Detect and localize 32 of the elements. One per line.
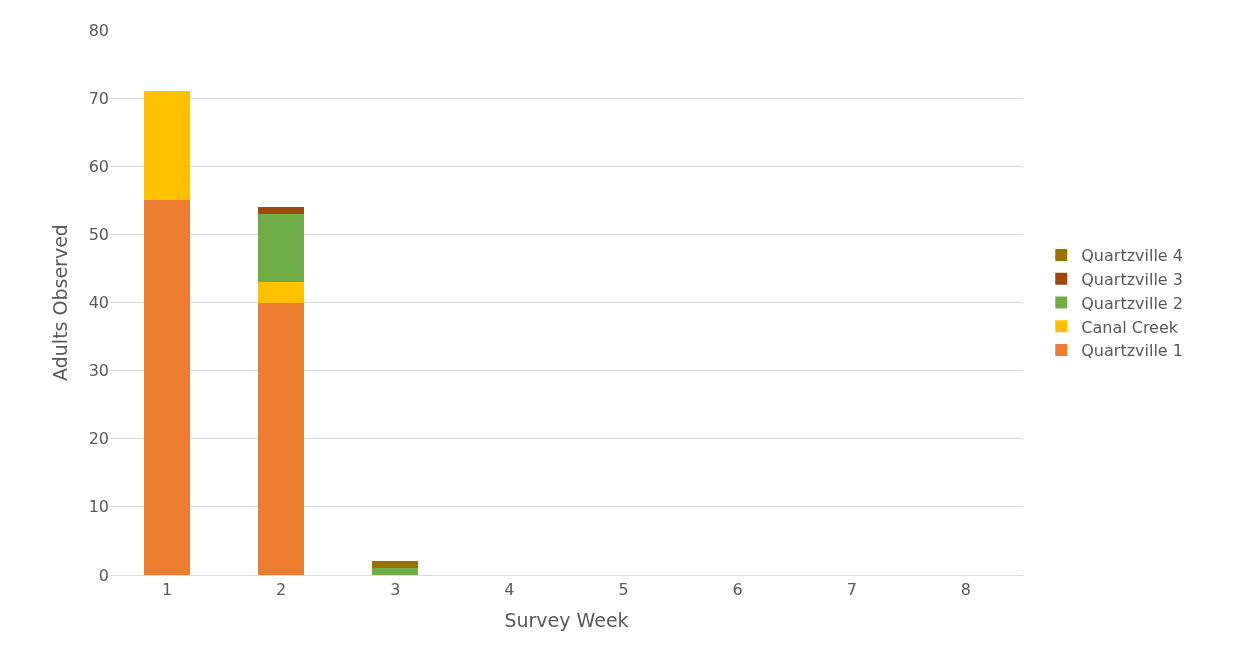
legend-label: Canal Creek: [1081, 317, 1179, 337]
bar: [144, 200, 190, 575]
bar: [258, 302, 305, 575]
legend-label: Quartzville 2: [1081, 293, 1183, 313]
y-tick-label: 10: [88, 497, 109, 517]
x-tick-label: 6: [732, 580, 743, 600]
y-tick-label: 40: [88, 293, 109, 313]
legend-label: Quartzville 1: [1081, 341, 1183, 361]
y-tick-label: 60: [88, 156, 109, 176]
bar: [144, 91, 190, 201]
y-tick-label: 50: [88, 224, 109, 244]
legend-label: Quartzville 3: [1081, 269, 1183, 289]
x-tick-label: 3: [390, 580, 401, 600]
x-tick-label: 2: [276, 580, 287, 600]
bar: [258, 213, 305, 283]
y-tick-label: 0: [98, 565, 109, 585]
bar: [372, 561, 419, 569]
y-tick-label: 20: [88, 429, 109, 449]
x-tick-label: 4: [504, 580, 515, 600]
bar: [258, 207, 305, 214]
y-tick-label: 30: [88, 361, 109, 381]
bar: [258, 282, 305, 303]
x-tick-label: 8: [960, 580, 972, 600]
x-tick-label: 7: [846, 580, 857, 600]
bar: [372, 568, 419, 575]
legend-label: Quartzville 4: [1081, 246, 1183, 266]
x-tick-label: 5: [618, 580, 629, 600]
x-axis-title: Survey Week: [504, 609, 629, 631]
y-tick-label: 70: [88, 88, 109, 108]
y-tick-label: 80: [88, 20, 109, 40]
x-tick-label: 1: [161, 580, 173, 600]
y-axis-title: Adults Observed: [49, 224, 72, 381]
